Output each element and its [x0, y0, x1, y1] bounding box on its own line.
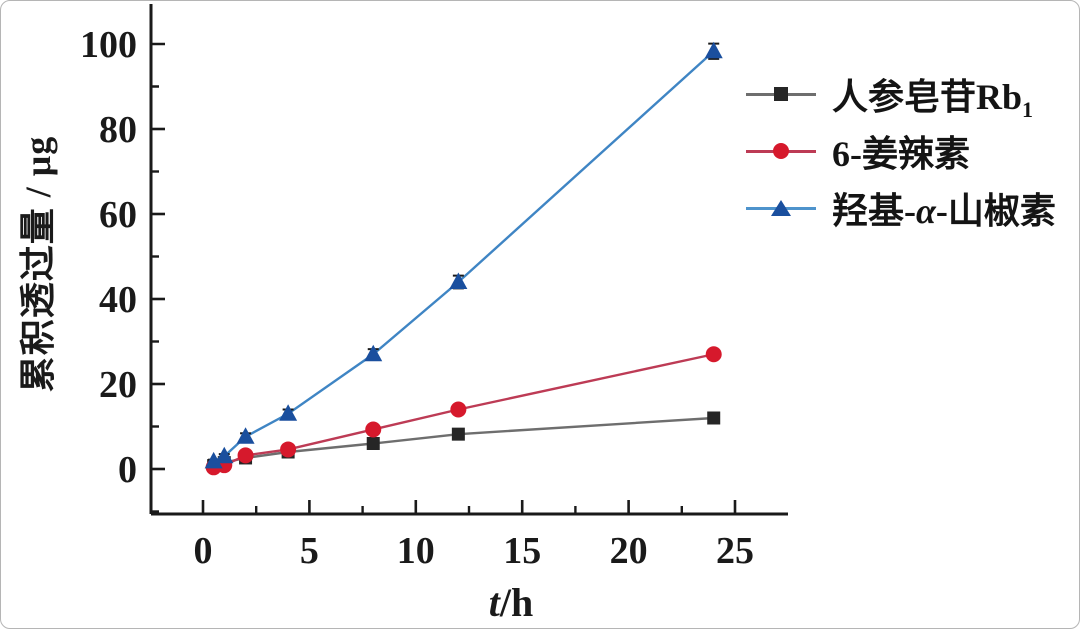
series-1: [205, 346, 722, 476]
x-tick-label: 20: [610, 530, 648, 572]
series-2: [204, 41, 723, 469]
square-marker-icon: [774, 86, 788, 101]
x-tick-label: 5: [300, 530, 319, 572]
y-tick-label: 0: [118, 449, 137, 491]
square-marker-icon: [707, 411, 721, 425]
y-tick-label: 60: [99, 194, 137, 236]
x-tick-label: 15: [503, 530, 541, 572]
y-tick-label: 20: [99, 364, 137, 406]
y-axis-label: 累积透过量 / μg: [18, 135, 58, 393]
legend-sample: [746, 141, 816, 161]
square-marker-icon: [366, 437, 380, 450]
triangle-marker-icon: [704, 41, 723, 59]
triangle-marker-icon: [215, 446, 234, 464]
circle-marker-icon: [237, 447, 254, 464]
circle-marker-icon: [450, 401, 467, 418]
circle-marker-icon: [365, 421, 382, 438]
legend-label: 人参皂苷Rb1: [832, 76, 1034, 122]
circle-marker-icon: [773, 142, 789, 159]
x-tick-label: 10: [397, 530, 435, 572]
x-axis-label-unit: /h: [499, 580, 534, 625]
legend-sample: [746, 198, 816, 218]
legend-sample: [746, 84, 816, 104]
x-axis-label: t/h: [431, 579, 591, 626]
x-tick-label: 0: [194, 530, 213, 572]
triangle-marker-icon: [364, 344, 383, 362]
legend-label: 羟基-α-山椒素: [832, 190, 1056, 231]
x-tick-label: 25: [716, 530, 754, 572]
circle-marker-icon: [280, 441, 297, 458]
tick-marks: 0 5 10 15 20 25 0 20 40 60 80 100: [80, 24, 754, 572]
legend-label: 6-姜辣素: [832, 133, 970, 174]
triangle-marker-icon: [279, 404, 298, 421]
triangle-marker-icon: [204, 451, 223, 469]
legend-item-hydroxy-alpha-sanshool: 羟基-α-山椒素: [746, 179, 1056, 236]
y-tick-label: 80: [99, 109, 137, 151]
circle-marker-icon: [705, 346, 722, 363]
y-tick-label: 40: [99, 279, 137, 321]
triangle-marker-icon: [236, 427, 255, 444]
x-axis-label-symbol: t: [488, 580, 500, 625]
legend-item-6-gingerol: 6-姜辣素: [746, 122, 1056, 179]
triangle-marker-icon: [449, 272, 468, 289]
legend-item-ginsenoside-rb1: 人参皂苷Rb1: [746, 65, 1056, 122]
triangle-marker-icon: [771, 199, 791, 216]
y-tick-label: 100: [80, 24, 137, 66]
square-marker-icon: [451, 427, 465, 441]
legend: 人参皂苷Rb1 6-姜辣素 羟基-α-山椒素: [746, 65, 1056, 236]
